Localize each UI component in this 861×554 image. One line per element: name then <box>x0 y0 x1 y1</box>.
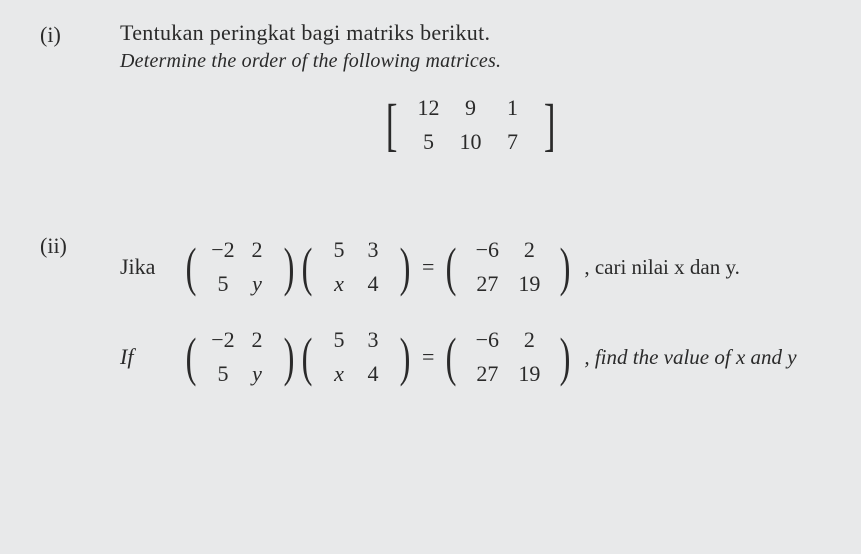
cell: y <box>240 267 274 301</box>
matrix-body: 53 x4 <box>316 231 396 303</box>
bracket-left <box>446 333 457 382</box>
cell: 7 <box>492 125 534 159</box>
cell: 2 <box>240 323 274 357</box>
cell: 9 <box>450 91 492 125</box>
matrix-row: 12 9 1 <box>408 91 534 125</box>
bracket-left <box>386 99 398 151</box>
part-i-subtitle: Determine the order of the following mat… <box>120 50 821 73</box>
matrix-B1: 53 x4 <box>298 231 414 303</box>
cell: 5 <box>322 233 356 267</box>
cell: −2 <box>206 323 240 357</box>
bracket-right <box>560 243 571 292</box>
cell: −6 <box>466 233 508 267</box>
tail-text-1: , cari nilai x dan y. <box>584 255 740 280</box>
bracket-left <box>302 243 313 292</box>
part-i-content: Tentukan peringkat bagi matriks berikut.… <box>120 20 821 201</box>
bracket-right <box>543 99 555 151</box>
bracket-left <box>186 243 197 292</box>
equals-sign: = <box>422 254 434 280</box>
part-ii-label: (ii) <box>40 231 120 259</box>
cell: 2 <box>240 233 274 267</box>
matrix-row: 5 10 7 <box>408 125 534 159</box>
part-i-title: Tentukan peringkat bagi matriks berikut. <box>120 20 821 46</box>
bracket-left <box>446 243 457 292</box>
matrix-A2: −22 5y <box>182 321 298 393</box>
part-i: (i) Tentukan peringkat bagi matriks beri… <box>40 20 821 201</box>
cell: 1 <box>492 91 534 125</box>
part-i-label: (i) <box>40 20 120 48</box>
cell: 4 <box>356 267 390 301</box>
matrix-C1: −62 2719 <box>442 231 574 303</box>
cell: 19 <box>508 357 550 391</box>
cell: 5 <box>206 267 240 301</box>
prefix-if: If <box>120 344 168 370</box>
cell: 19 <box>508 267 550 301</box>
cell: 27 <box>466 357 508 391</box>
bracket-right <box>284 243 295 292</box>
cell: 12 <box>408 91 450 125</box>
cell: 3 <box>356 323 390 357</box>
matrix-body: −22 5y <box>200 321 280 393</box>
cell: y <box>240 357 274 391</box>
matrix-i: 12 9 1 5 10 7 <box>382 89 559 161</box>
bracket-right <box>400 243 411 292</box>
matrix-body: −62 2719 <box>460 321 556 393</box>
cell: x <box>322 267 356 301</box>
cell: 2 <box>508 233 550 267</box>
bracket-right <box>284 333 295 382</box>
cell: 3 <box>356 233 390 267</box>
equals-sign: = <box>422 344 434 370</box>
matrix-A1: −22 5y <box>182 231 298 303</box>
prefix-jika: Jika <box>120 254 168 280</box>
cell: 27 <box>466 267 508 301</box>
part-ii: (ii) Jika −22 5y 53 x4 = <box>40 231 821 411</box>
bracket-right <box>400 333 411 382</box>
equation-line-1: Jika −22 5y 53 x4 = <box>120 231 821 303</box>
cell: 5 <box>322 323 356 357</box>
cell: 2 <box>508 323 550 357</box>
matrix-body: −22 5y <box>200 231 280 303</box>
matrix-body: −62 2719 <box>460 231 556 303</box>
matrix-i-body: 12 9 1 5 10 7 <box>402 89 540 161</box>
part-i-matrix-wrap: 12 9 1 5 10 7 <box>120 89 821 161</box>
matrix-C2: −62 2719 <box>442 321 574 393</box>
bracket-left <box>186 333 197 382</box>
cell: x <box>322 357 356 391</box>
tail-text-2: , find the value of x and y <box>584 345 796 370</box>
cell: 10 <box>450 125 492 159</box>
cell: 4 <box>356 357 390 391</box>
cell: 5 <box>408 125 450 159</box>
equation-line-2: If −22 5y 53 x4 = <box>120 321 821 393</box>
matrix-body: 53 x4 <box>316 321 396 393</box>
part-ii-content: Jika −22 5y 53 x4 = <box>120 231 821 411</box>
cell: −2 <box>206 233 240 267</box>
cell: 5 <box>206 357 240 391</box>
bracket-left <box>302 333 313 382</box>
cell: −6 <box>466 323 508 357</box>
matrix-B2: 53 x4 <box>298 321 414 393</box>
bracket-right <box>560 333 571 382</box>
